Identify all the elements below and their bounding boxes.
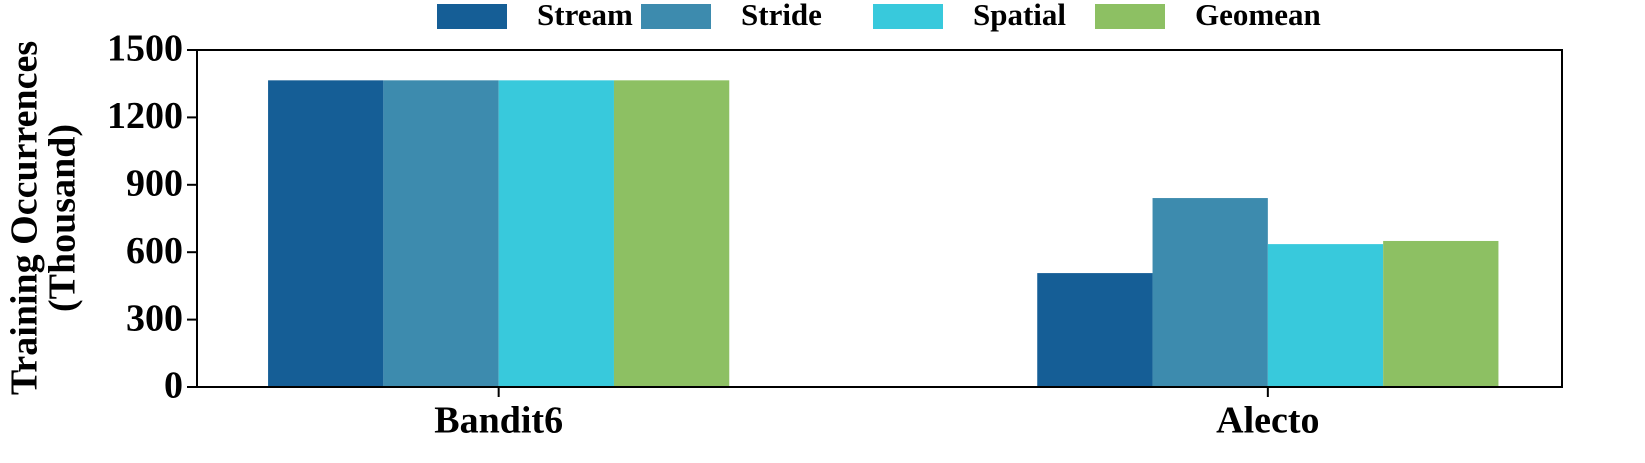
legend-label: Stride bbox=[741, 0, 822, 32]
y-tick-label: 900 bbox=[126, 163, 183, 205]
legend-label: Stream bbox=[537, 0, 633, 32]
bar bbox=[383, 80, 499, 387]
bar bbox=[613, 80, 730, 387]
legend-swatch bbox=[437, 4, 507, 29]
y-axis-label: Training Occurrences (Thousand) bbox=[4, 41, 84, 395]
legend-swatch bbox=[873, 4, 943, 29]
bar bbox=[1267, 244, 1384, 387]
bar bbox=[1152, 198, 1268, 387]
bar bbox=[268, 80, 384, 387]
bar bbox=[1037, 273, 1153, 387]
y-tick-label: 300 bbox=[126, 297, 183, 339]
bar bbox=[498, 80, 614, 387]
x-tick-label: Bandit6 bbox=[434, 400, 563, 442]
y-tick-label: 600 bbox=[126, 230, 183, 272]
y-tick-label: 0 bbox=[164, 365, 183, 407]
y-label-line: Training Occurrences bbox=[4, 41, 46, 395]
legend-swatch bbox=[1095, 4, 1165, 29]
y-tick-label: 1200 bbox=[107, 95, 183, 137]
bar bbox=[1383, 240, 1499, 387]
legend-label: Spatial bbox=[973, 0, 1066, 32]
x-tick-label: Alecto bbox=[1216, 400, 1319, 442]
y-label-line: (Thousand) bbox=[42, 124, 84, 312]
y-tick-label: 1500 bbox=[107, 28, 183, 70]
legend-label: Geomean bbox=[1195, 0, 1321, 32]
legend-swatch bbox=[641, 4, 711, 29]
plot-frame bbox=[196, 49, 1563, 388]
